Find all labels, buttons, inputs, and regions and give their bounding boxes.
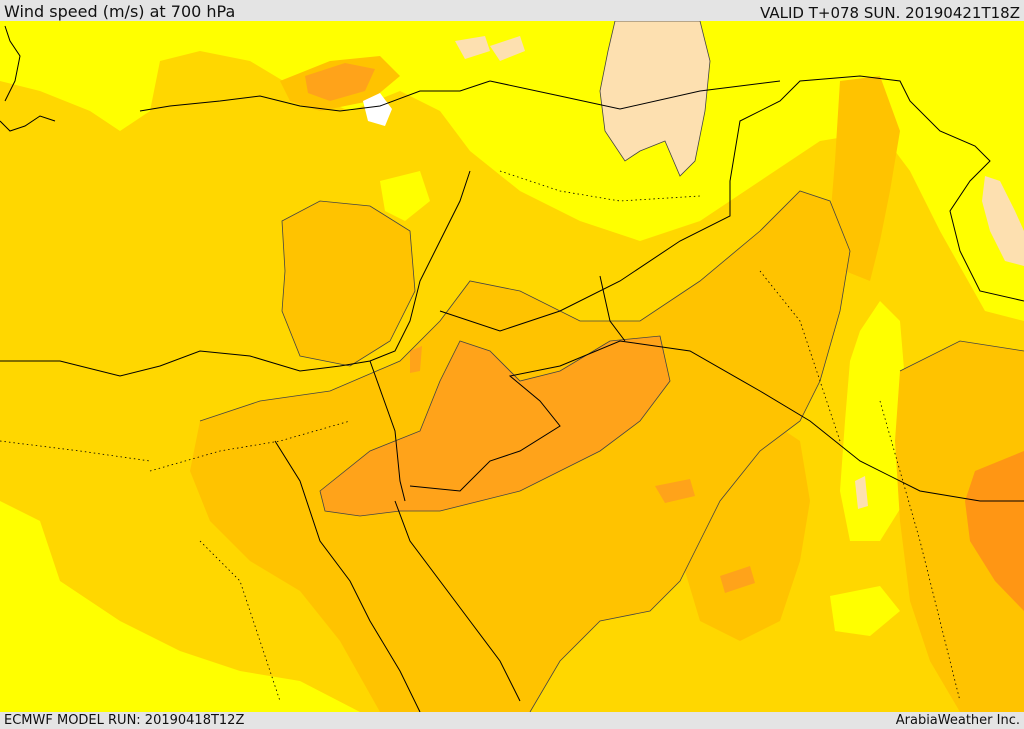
wind-speed-map [0,21,1024,712]
field-amber-southeast [685,421,810,641]
field-orange-small-2 [720,566,755,593]
field-peach-small-2 [490,36,525,61]
field-yellow-patch-4 [380,171,430,221]
field-yellow-patch-3 [830,586,900,636]
footer-bar: ECMWF MODEL RUN: 20190418T12Z ArabiaWeat… [0,712,1024,729]
coastlines [0,25,521,712]
field-white-spot [363,93,392,126]
field-amber-northeast [830,76,900,281]
model-run-label: ECMWF MODEL RUN: 20190418T12Z [4,713,245,728]
map-title: Wind speed (m/s) at 700 hPa [4,2,236,21]
field-orange-core [320,336,670,516]
field-orange-east [965,451,1024,611]
field-yellow-southwest [0,501,360,712]
header-bar: Wind speed (m/s) at 700 hPa VALID T+078 … [0,0,1024,22]
field-peach-east [982,176,1024,266]
field-peach-small-1 [455,36,490,59]
field-orange-small-3 [410,346,422,373]
credit-label: ArabiaWeather Inc. [895,713,1020,728]
field-peach-north [600,21,710,176]
valid-time: VALID T+078 SUN. 20190421T18Z [760,4,1020,22]
field-amber-east [895,341,1024,712]
field-amber-mid [282,201,415,366]
contour-lines [199,21,1024,712]
field-orange-north [305,63,375,101]
field-peach-small-3 [855,476,868,509]
country-borders [369,75,1024,502]
field-orange-small-1 [655,479,695,503]
province-lines [0,170,961,702]
field-yellow-north [0,21,1024,321]
